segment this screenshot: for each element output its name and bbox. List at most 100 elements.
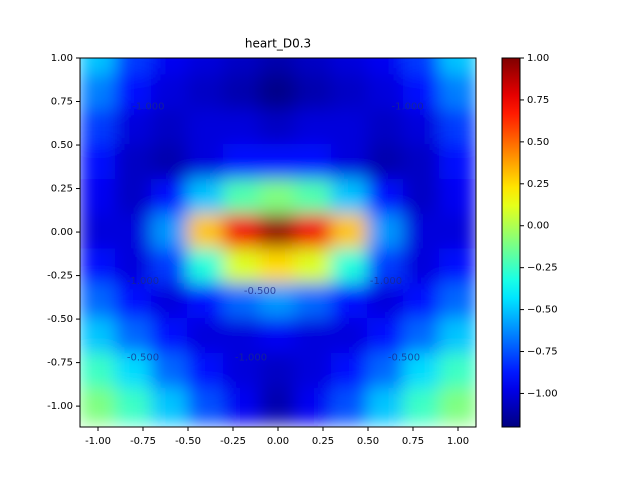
heat-cell: [151, 248, 189, 286]
heat-cell: [151, 58, 189, 77]
heat-cell: [403, 283, 441, 321]
heat-cell: [367, 144, 405, 181]
heat-cell: [80, 248, 117, 286]
heat-cell: [151, 213, 189, 251]
heat-cell: [439, 318, 476, 355]
heat-cell: [295, 248, 333, 286]
colorbar-tick-label: −0.25: [527, 263, 558, 274]
heat-cell: [331, 178, 369, 216]
heat-cell: [259, 213, 297, 251]
heat-cell: [439, 178, 476, 216]
heat-cell: [295, 213, 333, 251]
colorbar-tick-label: −0.50: [527, 305, 558, 316]
colorbar-tick-label: −1.00: [527, 388, 558, 399]
heat-cell: [367, 58, 405, 77]
colorbar-tick-label: 0.75: [527, 95, 549, 106]
heat-cell: [295, 387, 333, 425]
contour-label: -0.500: [127, 352, 159, 363]
colorbar: [501, 57, 521, 428]
heat-cell: [439, 74, 476, 112]
heat-cell: [187, 58, 225, 77]
heat-cell: [295, 352, 333, 390]
heat-cell: [187, 109, 225, 147]
heat-cell: [331, 248, 369, 286]
heat-cell: [115, 213, 153, 251]
heat-cell: [367, 74, 405, 112]
heat-cell: [331, 283, 369, 321]
heat-cell: [259, 352, 297, 390]
colorbar-tick-label: 0.50: [527, 137, 549, 148]
contour-label: -1.000: [370, 276, 402, 287]
y-tick-label: 0.75: [51, 97, 73, 108]
x-tick-label: -1.00: [85, 436, 111, 447]
y-tick-label: -0.50: [47, 314, 73, 325]
colorbar-tick-label: 1.00: [527, 53, 549, 64]
heat-cell: [187, 387, 225, 425]
x-tick-label: -0.50: [175, 436, 201, 447]
heat-cell: [331, 318, 369, 355]
heat-cell: [80, 74, 117, 112]
contour-label: -1.000: [391, 102, 423, 113]
heat-cell: [115, 318, 153, 355]
heat-cell: [115, 109, 153, 147]
heat-cell: [80, 58, 117, 77]
x-tick-label: 0.00: [267, 436, 289, 447]
heat-cell: [187, 318, 225, 355]
heat-cell: [367, 178, 405, 216]
heat-cell: [403, 318, 441, 355]
heat-cell: [439, 109, 476, 147]
heat-cell: [403, 58, 441, 77]
heat-cell: [151, 352, 189, 390]
heat-cell: [295, 318, 333, 355]
heat-cell: [295, 283, 333, 321]
heat-cell: [223, 144, 261, 181]
heat-cell: [223, 74, 261, 112]
heat-cell: [439, 352, 476, 390]
heat-cell: [439, 213, 476, 251]
heat-cell: [331, 387, 369, 425]
heat-cell: [187, 352, 225, 390]
heat-cell: [367, 109, 405, 147]
heat-cell: [439, 283, 476, 321]
heat-cell: [80, 178, 117, 216]
x-tick-label: -0.75: [130, 436, 156, 447]
heat-cell: [223, 283, 261, 321]
heat-cell: [151, 144, 189, 181]
heat-cell: [259, 144, 297, 181]
heat-cell: [223, 213, 261, 251]
heat-cell: [187, 74, 225, 112]
heat-cell: [259, 178, 297, 216]
heat-cell: [115, 352, 153, 390]
heat-cell: [439, 58, 476, 77]
colorbar-tick-label: 0.00: [527, 221, 549, 232]
heat-cell: [403, 144, 441, 181]
heat-cell: [331, 352, 369, 390]
y-tick-label: 1.00: [51, 53, 73, 64]
heat-cell: [439, 248, 476, 286]
heat-cell: [295, 74, 333, 112]
heat-cell: [80, 283, 117, 321]
heat-cell: [115, 283, 153, 321]
heat-cell: [115, 58, 153, 77]
heat-cell: [187, 144, 225, 181]
heat-cell: [151, 318, 189, 355]
heat-cell: [80, 387, 117, 425]
heat-cell: [115, 144, 153, 181]
contour-label: -0.500: [244, 286, 276, 297]
heat-cell: [115, 248, 153, 286]
x-tick-label: -0.25: [220, 436, 246, 447]
heat-cell: [187, 248, 225, 286]
heat-cell: [331, 74, 369, 112]
heat-cell: [367, 387, 405, 425]
heat-cell: [115, 178, 153, 216]
heat-cell: [439, 387, 476, 425]
heat-cell: [403, 178, 441, 216]
y-tick-label: -0.75: [47, 358, 73, 369]
colorbar-tick-label: −0.75: [527, 347, 558, 358]
heat-cell: [367, 352, 405, 390]
contour-label: -1.000: [127, 276, 159, 287]
x-tick-label: 0.75: [402, 436, 424, 447]
heat-cell: [367, 283, 405, 321]
heat-cell: [331, 109, 369, 147]
